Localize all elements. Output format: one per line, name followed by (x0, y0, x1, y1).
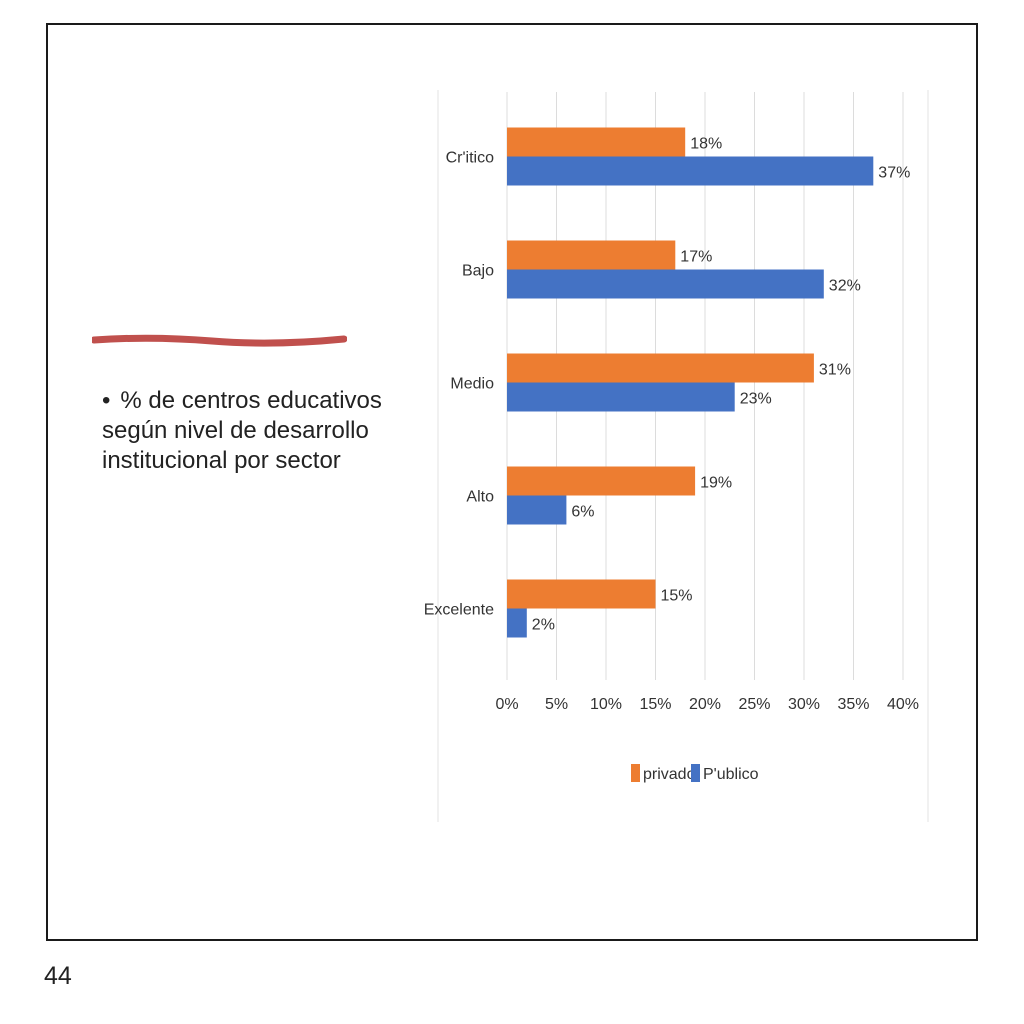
page-number: 44 (44, 962, 72, 990)
bullet-text-content: % de centros educativos según nivel de d… (102, 387, 382, 474)
legend-swatch (691, 764, 700, 782)
labels: 0% 5% 10% 15% 20% 25% 30% 35% 40% Cr'itico 18% 37% B… (424, 136, 919, 714)
bar-p-ublico (507, 269, 824, 299)
legend-swatch (631, 764, 640, 782)
x-tick-label: 20% (689, 696, 721, 713)
data-label: 17% (680, 249, 712, 266)
category-label: Bajo (462, 263, 494, 280)
category-label: Alto (466, 489, 494, 506)
data-label: 32% (829, 278, 861, 295)
bar-p-ublico (507, 156, 874, 186)
data-label: 19% (700, 475, 732, 492)
data-label: 37% (878, 165, 910, 182)
category-label: Excelente (424, 602, 494, 619)
data-label: 31% (819, 362, 851, 379)
bullet-text: •% de centros educativos según nivel de … (102, 386, 442, 476)
bar-p-ublico (507, 608, 527, 638)
bar-privado (507, 240, 676, 270)
x-tick-label: 10% (590, 696, 622, 713)
x-tick-label: 40% (887, 696, 919, 713)
x-tick-label: 30% (788, 696, 820, 713)
bar-privado (507, 579, 656, 609)
accent-underline (92, 334, 347, 347)
category-label: Cr'itico (446, 150, 494, 167)
bars (507, 127, 874, 638)
x-tick-label: 15% (639, 696, 671, 713)
x-tick-label: 0% (495, 696, 518, 713)
bar-privado (507, 127, 686, 157)
data-label: 23% (740, 391, 772, 408)
x-tick-label: 5% (545, 696, 568, 713)
x-tick-label: 25% (738, 696, 770, 713)
bar-p-ublico (507, 495, 567, 525)
legend: privado P'ublico (631, 764, 759, 783)
legend-label: P'ublico (703, 766, 759, 783)
bullet-dot: • (102, 387, 111, 414)
legend-label: privado (643, 766, 696, 783)
data-label: 15% (661, 588, 693, 605)
category-label: Medio (450, 376, 494, 393)
data-label: 6% (571, 504, 594, 521)
x-tick-label: 35% (837, 696, 869, 713)
slide-frame (46, 23, 978, 941)
bar-privado (507, 466, 696, 496)
bar-privado (507, 353, 814, 383)
bar-p-ublico (507, 382, 735, 412)
data-label: 18% (690, 136, 722, 153)
data-label: 2% (532, 617, 555, 634)
